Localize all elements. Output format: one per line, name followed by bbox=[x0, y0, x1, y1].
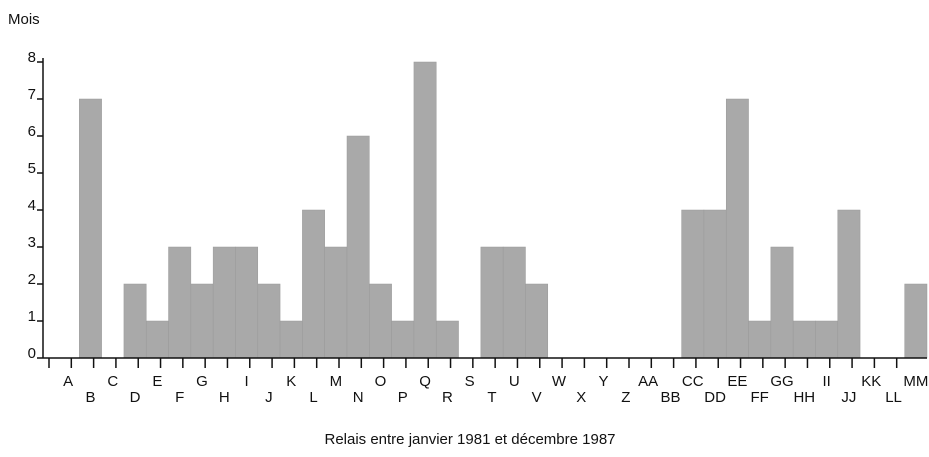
x-tick-label: KK bbox=[861, 373, 881, 390]
x-tick-label: I bbox=[245, 373, 249, 390]
bar bbox=[79, 98, 102, 359]
x-tick-label: JJ bbox=[841, 389, 856, 406]
x-tick-label: O bbox=[375, 373, 387, 390]
bar bbox=[681, 209, 705, 359]
bar bbox=[748, 320, 772, 359]
y-tick-label: 8 bbox=[28, 49, 36, 66]
x-tick-label: H bbox=[219, 389, 230, 406]
x-tick-label: J bbox=[265, 389, 273, 406]
y-tick-label: 6 bbox=[28, 123, 36, 140]
x-tick-label: S bbox=[465, 373, 475, 390]
y-tick-label: 3 bbox=[28, 234, 36, 251]
bar bbox=[212, 246, 236, 359]
x-tick-label: T bbox=[487, 389, 496, 406]
x-tick-label: W bbox=[552, 373, 567, 390]
x-tick-label: K bbox=[286, 373, 296, 390]
bar bbox=[190, 283, 214, 359]
y-tick-label: 0 bbox=[28, 345, 36, 362]
bar bbox=[703, 209, 727, 359]
bar bbox=[792, 320, 816, 359]
x-tick-label: N bbox=[353, 389, 364, 406]
y-tick-label: 5 bbox=[28, 160, 36, 177]
x-tick-label: G bbox=[196, 373, 208, 390]
bar bbox=[346, 135, 370, 359]
bar bbox=[302, 209, 325, 359]
x-tick-label: V bbox=[532, 389, 542, 406]
bar bbox=[279, 320, 303, 359]
bar bbox=[770, 246, 794, 359]
bar bbox=[324, 246, 348, 359]
y-tick-label: 1 bbox=[28, 308, 36, 325]
x-tick-label: D bbox=[130, 389, 141, 406]
x-tick-label: EE bbox=[727, 373, 747, 390]
bar bbox=[480, 246, 504, 359]
bar bbox=[904, 283, 928, 359]
x-tick-label: Q bbox=[419, 373, 431, 390]
x-tick-label: M bbox=[330, 373, 343, 390]
x-tick-label: U bbox=[509, 373, 520, 390]
bar bbox=[369, 283, 392, 359]
x-axis-label: Relais entre janvier 1981 et décembre 19… bbox=[324, 431, 615, 448]
x-tick-label: BB bbox=[660, 389, 680, 406]
bar bbox=[168, 246, 192, 359]
bar bbox=[413, 61, 437, 359]
x-tick-label: A bbox=[63, 373, 73, 390]
bar bbox=[435, 320, 459, 359]
x-tick-label: II bbox=[822, 373, 830, 390]
y-axis-label: Mois bbox=[8, 11, 40, 28]
bar bbox=[257, 283, 281, 359]
x-tick-label: F bbox=[175, 389, 184, 406]
x-tick-label: CC bbox=[682, 373, 704, 390]
x-tick-label: FF bbox=[751, 389, 769, 406]
x-tick-label: GG bbox=[770, 373, 793, 390]
x-tick-label: Y bbox=[599, 373, 609, 390]
x-tick-label: L bbox=[309, 389, 317, 406]
x-tick-label: LL bbox=[885, 389, 902, 406]
x-tick-label: B bbox=[85, 389, 95, 406]
x-tick-label: HH bbox=[793, 389, 815, 406]
bar bbox=[145, 320, 169, 359]
x-tick-label: E bbox=[152, 373, 162, 390]
bar bbox=[235, 246, 259, 359]
bar bbox=[725, 98, 749, 359]
x-tick-label: P bbox=[398, 389, 408, 406]
y-tick-label: 2 bbox=[28, 271, 36, 288]
x-tick-label: Z bbox=[621, 389, 630, 406]
bar bbox=[837, 209, 861, 359]
bar bbox=[815, 320, 839, 359]
y-tick-label: 7 bbox=[28, 86, 36, 103]
bar bbox=[391, 320, 415, 359]
bar bbox=[502, 246, 526, 359]
x-tick-label: MM bbox=[903, 373, 928, 390]
x-tick-label: X bbox=[576, 389, 586, 406]
bar bbox=[123, 283, 147, 359]
x-tick-label: R bbox=[442, 389, 453, 406]
x-tick-label: AA bbox=[638, 373, 658, 390]
bar bbox=[525, 283, 549, 359]
x-tick-label: DD bbox=[704, 389, 726, 406]
y-tick-label: 4 bbox=[28, 197, 36, 214]
x-tick-label: C bbox=[107, 373, 118, 390]
